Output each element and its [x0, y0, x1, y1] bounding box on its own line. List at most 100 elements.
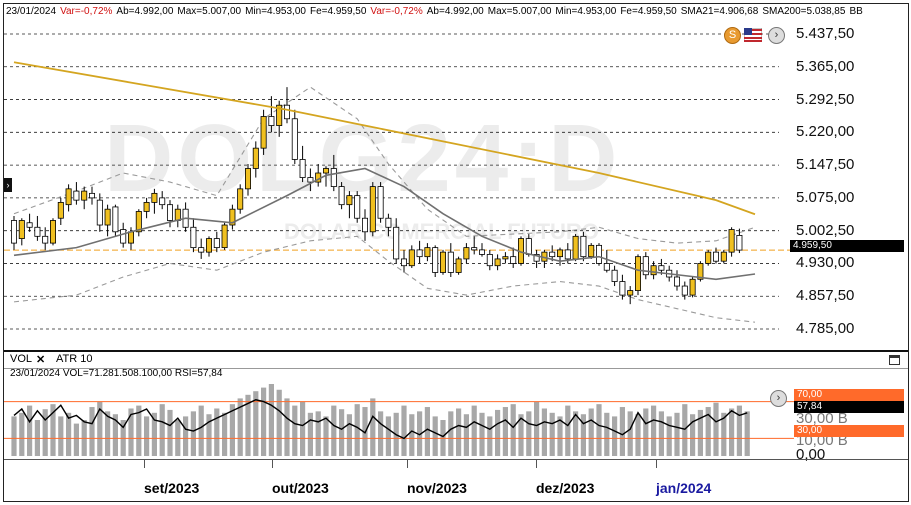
candle	[237, 188, 244, 210]
volume-bar	[510, 404, 516, 456]
us-flag-icon[interactable]	[744, 28, 762, 42]
indicator-next-icon[interactable]: ›	[770, 390, 787, 407]
volume-bar	[604, 412, 610, 456]
rsi-line	[13, 399, 748, 440]
collapse-handle[interactable]: ›	[4, 178, 12, 192]
volume-bar	[697, 409, 703, 456]
volume-bar	[19, 412, 25, 456]
volume-bar	[541, 408, 547, 456]
candle	[18, 220, 25, 239]
volume-bar	[315, 411, 321, 456]
indicator-info: 23/01/2024 VOL=71.281.508.100,00 RSI=57,…	[10, 368, 223, 379]
candle	[713, 251, 720, 262]
candle	[728, 229, 735, 253]
candle	[89, 192, 96, 199]
tab-atr[interactable]: ATR 10	[56, 353, 93, 365]
volume-bar	[736, 405, 742, 456]
maximize-icon[interactable]	[889, 355, 900, 365]
volume-bar	[354, 404, 360, 456]
candle	[276, 104, 283, 126]
candle	[252, 147, 259, 169]
candle	[57, 202, 64, 219]
candle	[205, 238, 212, 253]
candle	[705, 251, 712, 264]
candle	[104, 208, 111, 226]
candle	[73, 190, 80, 201]
info-item: 23/01/2024	[6, 6, 57, 17]
volume-bar	[159, 404, 165, 456]
candle	[190, 226, 197, 249]
candle	[42, 235, 49, 244]
candle	[151, 192, 158, 203]
candle	[260, 116, 267, 149]
price-tick-label: 5.292,50	[796, 90, 855, 108]
candle	[299, 159, 306, 178]
volume-bar	[73, 423, 79, 456]
volume-bar	[588, 408, 594, 456]
candle	[564, 249, 571, 260]
candle	[377, 186, 384, 219]
watermark-name: DOLAR COMERCIAL FUTURO	[284, 219, 599, 244]
candle	[354, 195, 361, 219]
volume-bar	[534, 402, 540, 456]
candle	[229, 208, 236, 226]
candle	[603, 263, 610, 271]
info-item: Var=-0,72%	[370, 6, 423, 17]
candle	[268, 116, 275, 126]
volume-bar	[214, 408, 220, 456]
bollinger-upper	[13, 86, 756, 244]
currency-icon[interactable]: S	[724, 27, 741, 44]
price-tick-label: 5.437,50	[796, 25, 855, 42]
volume-bar	[424, 407, 430, 456]
volume-bar	[58, 416, 64, 456]
candle	[611, 269, 618, 282]
info-item: SMA200=5.038,85	[762, 6, 846, 17]
volume-bar	[151, 412, 157, 456]
candle	[400, 258, 407, 267]
candle	[588, 244, 595, 258]
volume-bar	[323, 416, 329, 456]
rsi-30-tag: 30,00	[794, 425, 904, 437]
volume-bar	[705, 407, 711, 456]
info-item: Fe=4.959,50	[309, 6, 367, 17]
candle	[486, 254, 493, 267]
candle	[128, 231, 135, 244]
next-icon[interactable]: ›	[768, 27, 785, 44]
info-item: BB	[849, 6, 863, 17]
volume-zero-label: 0,00	[796, 446, 826, 463]
candle	[494, 258, 501, 267]
candle	[635, 256, 642, 291]
close-icon[interactable]: ✕	[36, 354, 46, 366]
price-tick-label: 5.220,00	[796, 123, 855, 141]
candle	[393, 226, 400, 260]
tab-vol[interactable]: VOL	[10, 353, 33, 365]
volume-bar	[97, 402, 103, 456]
candle	[471, 247, 478, 251]
candle	[557, 249, 564, 258]
volume-bar	[573, 411, 579, 456]
candle	[549, 251, 556, 258]
volume-bar	[651, 405, 657, 456]
volume-bar	[690, 414, 696, 456]
sma200-line	[13, 61, 756, 216]
volume-bar	[385, 416, 391, 456]
volume-bar	[471, 405, 477, 456]
candle	[330, 168, 337, 187]
volume-bar	[229, 404, 235, 456]
candle	[361, 217, 368, 233]
date-tick-label: nov/2023	[407, 480, 467, 496]
volume-bar	[417, 411, 423, 456]
price-chart[interactable]	[4, 4, 908, 501]
candle	[650, 265, 657, 276]
candle	[291, 118, 298, 160]
volume-bar	[89, 407, 95, 456]
candle	[533, 254, 540, 262]
candle	[143, 202, 150, 212]
volume-bar	[42, 409, 48, 456]
candle	[424, 247, 431, 258]
candle	[174, 208, 181, 221]
volume-bar	[619, 407, 625, 456]
candle	[408, 249, 415, 267]
candle	[736, 235, 743, 251]
sma21-line	[13, 167, 756, 281]
